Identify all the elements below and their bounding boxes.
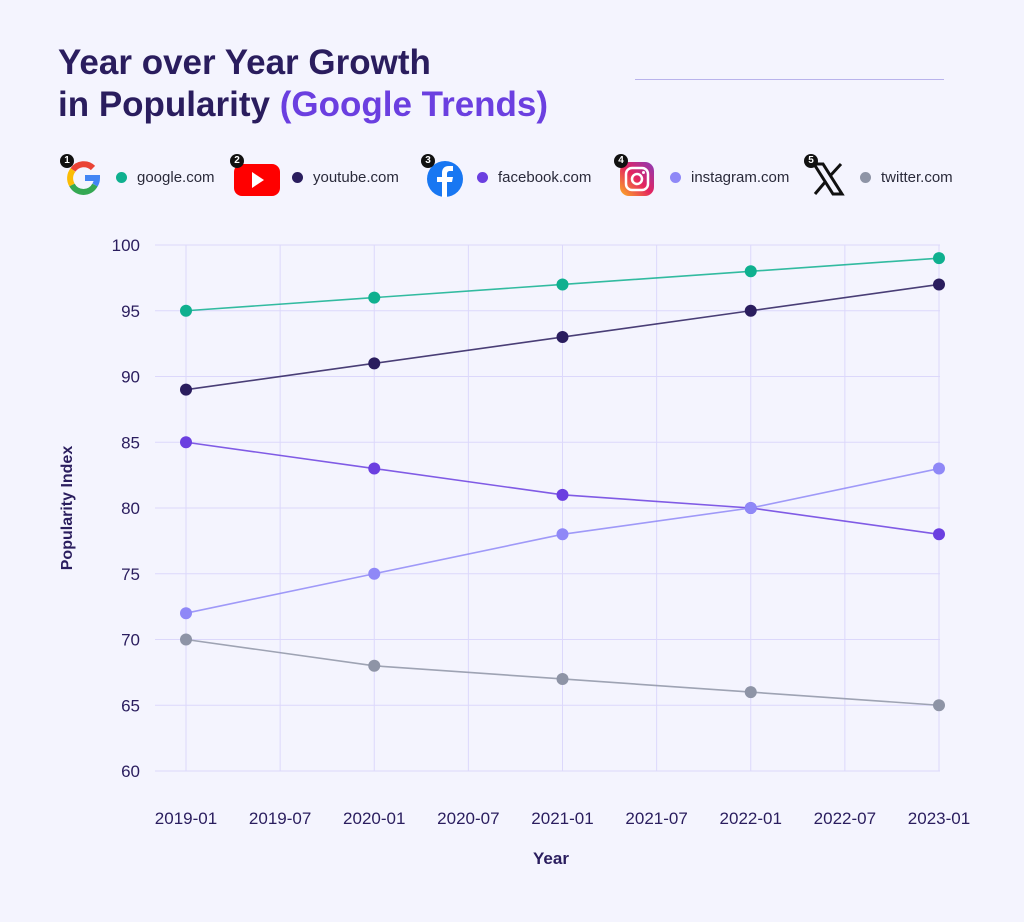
x-axis-label: Year	[533, 849, 569, 868]
y-tick-label: 95	[121, 302, 140, 321]
data-point-youtube	[368, 357, 381, 370]
rank-badge: 5	[804, 153, 818, 168]
legend-item-youtube: 2 youtube.com	[230, 153, 399, 200]
data-point-facebook	[180, 436, 192, 449]
instagram-logo-icon: 4	[614, 153, 658, 198]
facebook-logo-icon: 3	[421, 153, 465, 198]
legend-label: instagram.com	[691, 169, 790, 186]
legend-item-facebook: 3 facebook.com	[421, 153, 592, 200]
data-point-twitter	[368, 659, 381, 672]
title-line-2: in Popularity	[58, 85, 280, 124]
data-point-twitter	[933, 699, 945, 712]
data-point-instagram	[556, 528, 569, 541]
data-point-twitter	[180, 633, 192, 646]
legend-dot	[670, 172, 681, 183]
data-point-facebook	[368, 462, 381, 475]
data-point-youtube	[556, 331, 569, 344]
data-point-facebook	[556, 488, 569, 501]
data-point-google	[933, 252, 945, 265]
y-tick-label: 65	[121, 696, 140, 715]
legend-item-twitter: 5 twitter.com	[804, 153, 953, 200]
data-point-google	[368, 291, 381, 304]
y-tick-label: 60	[121, 762, 140, 781]
data-point-instagram	[744, 502, 757, 514]
data-point-youtube	[180, 383, 192, 396]
x-tick-label: 2019-01	[155, 809, 217, 828]
y-tick-label: 80	[121, 499, 140, 518]
legend-item-google: 1 google.com	[60, 153, 215, 200]
data-point-google	[744, 265, 757, 278]
chart-title: Year over Year Growth in Popularity (Goo…	[58, 42, 548, 126]
legend-label: youtube.com	[313, 169, 399, 186]
x-tick-label: 2021-07	[625, 809, 687, 828]
rank-badge: 1	[60, 153, 74, 168]
x-tick-label: 2022-01	[720, 809, 782, 828]
legend-dot	[292, 172, 303, 183]
y-tick-label: 100	[112, 236, 140, 255]
data-point-twitter	[556, 672, 569, 685]
x-tick-label: 2020-07	[437, 809, 499, 828]
rank-badge: 3	[421, 153, 435, 168]
data-point-youtube	[933, 278, 945, 291]
y-tick-label: 70	[121, 631, 140, 650]
rank-badge: 4	[614, 153, 628, 168]
legend-label: facebook.com	[498, 169, 592, 186]
x-logo-icon: 5	[804, 153, 848, 198]
data-point-google	[556, 278, 569, 291]
y-axis-label: Popularity Index	[59, 446, 76, 571]
data-point-twitter	[744, 686, 757, 699]
x-tick-label: 2022-07	[814, 809, 876, 828]
data-point-instagram	[368, 567, 381, 580]
x-tick-label: 2021-01	[531, 809, 593, 828]
data-point-instagram	[180, 607, 192, 620]
legend-dot	[860, 172, 871, 183]
y-tick-label: 75	[121, 565, 140, 584]
data-point-youtube	[744, 304, 757, 317]
legend-label: google.com	[137, 169, 215, 186]
youtube-logo-icon: 2	[230, 153, 280, 198]
google-logo-icon: 1	[60, 153, 104, 198]
y-tick-label: 85	[121, 433, 140, 452]
data-point-google	[180, 304, 192, 317]
rank-badge: 2	[230, 153, 244, 168]
legend-dot	[477, 172, 488, 183]
legend-item-instagram: 4 instagram.com	[614, 153, 790, 200]
x-tick-label: 2019-07	[249, 809, 311, 828]
data-point-facebook	[933, 528, 945, 541]
y-tick-label: 90	[121, 368, 140, 387]
divider	[635, 79, 944, 80]
legend: 1 google.com 2 youtube.com 3	[0, 153, 1024, 200]
legend-dot	[116, 172, 127, 183]
title-line-1: Year over Year Growth	[58, 43, 431, 82]
data-point-instagram	[933, 462, 945, 475]
legend-label: twitter.com	[881, 169, 953, 186]
x-tick-label: 2020-01	[343, 809, 405, 828]
title-highlight: (Google Trends)	[279, 85, 549, 124]
x-tick-label: 2023-01	[908, 809, 970, 828]
